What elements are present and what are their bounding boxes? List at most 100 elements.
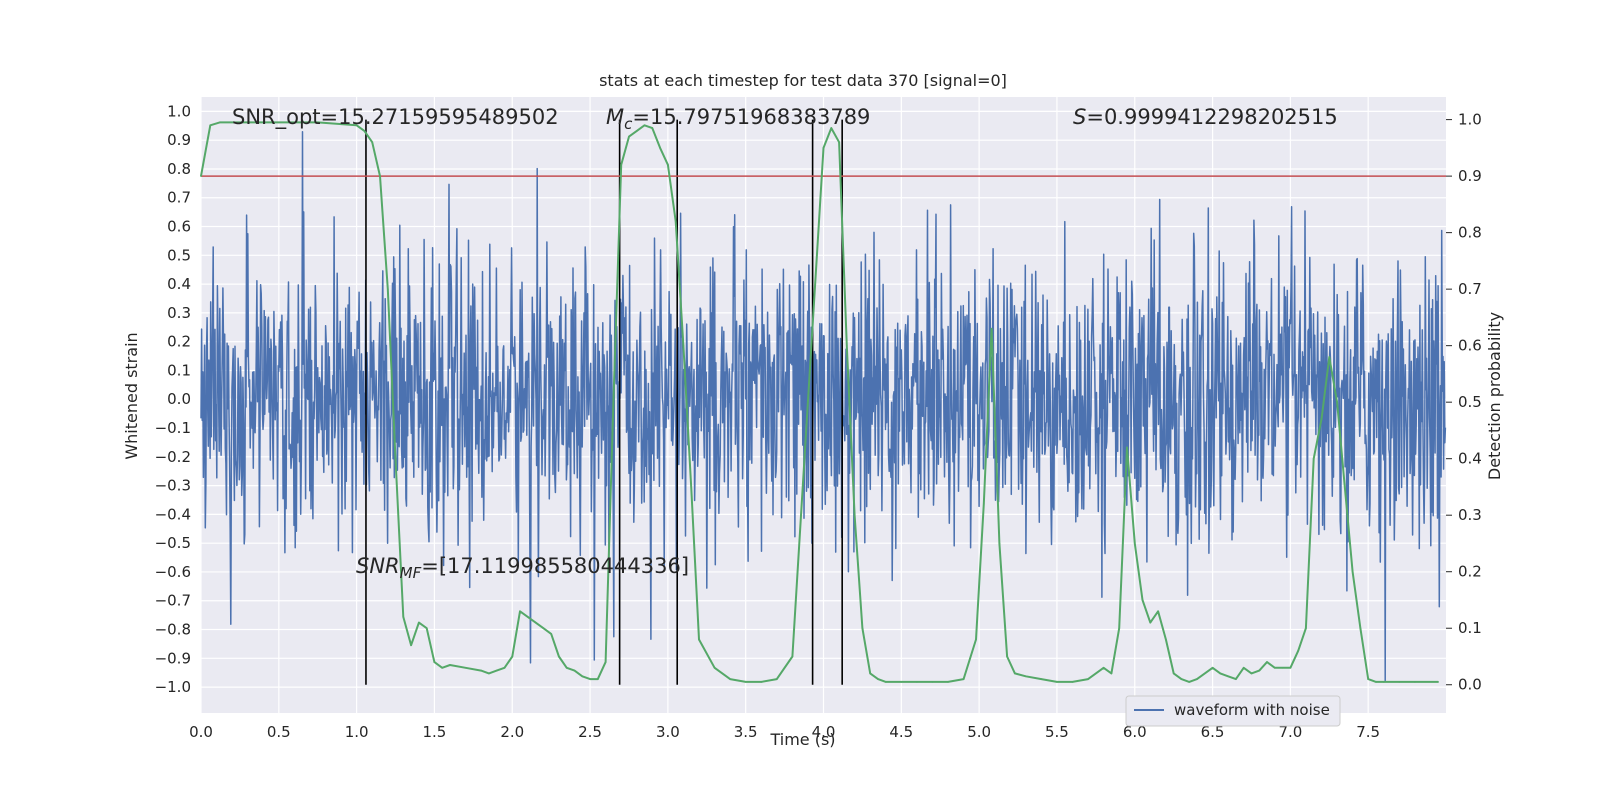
probability-point-89	[1165, 638, 1167, 641]
probability-point-41	[643, 124, 646, 127]
x-tick-label-11: 5.5	[1045, 723, 1069, 741]
probability-point-52	[760, 681, 763, 683]
probability-point-108	[1320, 418, 1323, 420]
y-left-tick-label-9: 0.1	[167, 361, 191, 379]
probability-point-30	[558, 655, 560, 658]
probability-point-6	[355, 124, 358, 127]
probability-point-7	[363, 130, 366, 132]
probability-point-66	[916, 681, 918, 683]
probability-line	[200, 121, 1439, 683]
x-tick-label-12: 6.0	[1123, 723, 1147, 741]
y-left-tick-label-3: 0.7	[167, 189, 191, 207]
probability-point-48	[698, 638, 700, 641]
probability-point-18	[449, 664, 451, 666]
x-tick-label-13: 6.5	[1201, 723, 1225, 741]
probability-point-63	[877, 678, 879, 680]
y-left-tick-label-12: −0.2	[155, 448, 191, 466]
probability-point-113	[1359, 627, 1362, 629]
probability-point-25	[519, 610, 521, 613]
probability-point-75	[1014, 672, 1016, 675]
annotation-snr-mf-value: =[17.119985580444336]	[421, 554, 689, 578]
y-left-tick-label-2: 0.8	[167, 160, 191, 178]
probability-point-22	[495, 669, 498, 672]
y-left-tick-label-13: −0.3	[155, 477, 191, 495]
y-left-tick-label-14: −0.4	[155, 505, 191, 523]
series-waveform-with-noise	[200, 130, 1447, 682]
probability-point-106	[1305, 627, 1307, 629]
probability-point-115	[1375, 681, 1377, 683]
x-tick-label-9: 4.5	[889, 723, 913, 741]
annotation-snr-opt: SNR_opt=15.27159595489502	[232, 105, 559, 130]
probability-point-59	[846, 344, 848, 347]
probability-point-31	[565, 667, 568, 669]
legend-label-waveform: waveform with noise	[1174, 701, 1330, 719]
probability-point-86	[1141, 599, 1144, 601]
probability-point-81	[1102, 667, 1105, 669]
probability-point-40	[636, 130, 638, 132]
probability-point-56	[822, 147, 825, 149]
y-left-tick-label-17: −0.7	[155, 592, 191, 610]
probability-point-72	[990, 327, 993, 330]
probability-point-97	[1235, 678, 1237, 680]
probability-point-102	[1274, 667, 1276, 669]
y-right-tick-label-7: 0.3	[1458, 506, 1482, 524]
probability-point-64	[885, 681, 887, 683]
probability-point-24	[511, 655, 514, 658]
probability-point-9	[379, 175, 381, 177]
y-left-tick-label-19: −0.9	[155, 649, 191, 667]
probability-point-119	[1437, 681, 1439, 683]
probability-point-17	[441, 667, 444, 669]
probability-point-118	[1414, 681, 1416, 683]
probability-point-2	[218, 121, 221, 124]
y-right-tick-label-1: 0.9	[1458, 167, 1482, 185]
x-tick-label-6: 3.0	[656, 723, 680, 741]
probability-point-103	[1281, 667, 1284, 669]
probability-point-38	[620, 164, 622, 166]
y-left-axis-title: Whitened strain	[122, 332, 141, 459]
probability-point-92	[1188, 681, 1190, 683]
probability-point-114	[1367, 678, 1369, 680]
probability-point-16	[433, 661, 436, 663]
probability-point-58	[838, 141, 840, 143]
probability-point-39	[628, 135, 630, 138]
probability-point-36	[604, 661, 607, 663]
y-left-tick-label-20: −1.0	[155, 678, 191, 696]
y-left-tick-label-16: −0.6	[155, 563, 191, 581]
probability-point-51	[744, 681, 747, 683]
probability-point-54	[791, 655, 794, 658]
probability-point-76	[1025, 675, 1027, 678]
y-left-tick-label-18: −0.8	[155, 621, 191, 639]
probability-point-82	[1110, 672, 1113, 675]
probability-point-0	[200, 175, 202, 177]
probability-point-68	[947, 681, 949, 683]
annotation-chirp-mass: Mc=15.79751968383789	[606, 105, 870, 133]
y-right-tick-label-2: 0.8	[1458, 224, 1482, 242]
probability-point-47	[690, 486, 692, 488]
y-left-tick-label-11: −0.1	[155, 419, 191, 437]
probability-point-111	[1344, 486, 1346, 488]
probability-point-67	[931, 681, 934, 683]
probability-point-109	[1328, 356, 1331, 358]
probability-point-88	[1157, 610, 1159, 613]
probability-point-26	[527, 616, 529, 618]
chart-title: stats at each timestep for test data 370…	[599, 71, 1007, 90]
probability-point-94	[1211, 667, 1214, 669]
annotation-match-s-value: =0.9999412298202515	[1086, 105, 1337, 129]
annotation-snr-mf: SNRMF=[17.119985580444336]	[356, 554, 689, 582]
probability-point-20	[480, 669, 482, 672]
probability-point-23	[503, 667, 506, 669]
probability-point-37	[612, 401, 615, 404]
y-right-axis-ticks: 1.0 0.9 0.8 0.7 0.6 0.5 0.4 0.3 0.2 0.1 0.0	[1446, 111, 1482, 694]
annotation-match-s-symbol: S	[1073, 105, 1086, 129]
x-tick-label-14: 7.0	[1278, 723, 1302, 741]
probability-point-105	[1297, 650, 1299, 652]
y-right-tick-label-8: 0.2	[1458, 563, 1482, 581]
y-left-tick-label-6: 0.4	[167, 275, 191, 293]
probability-point-46	[682, 344, 685, 347]
probability-point-15	[425, 627, 428, 629]
legend: waveform with noise	[1125, 695, 1341, 727]
x-tick-label-2: 1.0	[345, 723, 369, 741]
probability-point-11	[394, 457, 397, 460]
series-detection-probability	[200, 121, 1439, 683]
